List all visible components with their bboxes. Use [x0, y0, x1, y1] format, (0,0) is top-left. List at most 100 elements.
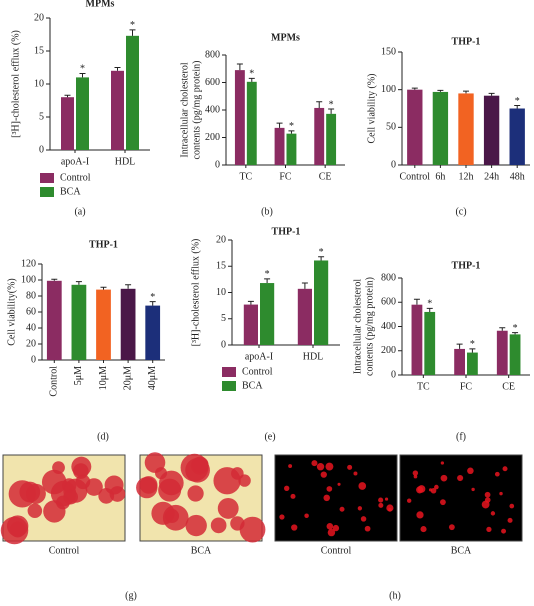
x-tick-label: apoA-I [61, 156, 89, 167]
panel-label: (b) [261, 206, 273, 217]
stained-cell [326, 486, 333, 492]
y-tick-label: 100 [381, 84, 396, 95]
y-tick-label: 120 [21, 258, 36, 269]
error-bar [328, 108, 335, 114]
stained-cell [406, 498, 412, 503]
bar [407, 89, 423, 165]
error-bar [318, 256, 325, 261]
stained-cell [467, 467, 474, 475]
stained-cell [439, 499, 446, 506]
y-axis-label: [³H]-cholesterol efflux (%) [10, 30, 21, 138]
significance-mark: * [150, 292, 155, 303]
bar [46, 280, 62, 360]
y-tick-label: 100 [21, 274, 36, 285]
error-bar [413, 298, 420, 305]
y-tick-label: 0 [39, 144, 44, 155]
error-bar [125, 284, 132, 289]
stained-cell [434, 484, 439, 490]
significance-mark: * [515, 96, 520, 107]
bar [243, 304, 258, 345]
legend-swatch [40, 173, 54, 183]
stained-cell [364, 525, 371, 532]
y-tick-label: 600 [381, 297, 396, 308]
significance-mark: * [329, 99, 334, 110]
error-bar [248, 77, 255, 82]
stained-cell [378, 497, 384, 503]
stained-cell [332, 524, 340, 532]
y-axis-label: contents (pg/mg protein) [191, 61, 202, 160]
error-bar [512, 332, 519, 335]
bar [96, 289, 111, 360]
bar [71, 284, 87, 360]
bar [454, 348, 465, 375]
stained-cell [428, 488, 433, 492]
stained-cell [358, 482, 367, 490]
error-bar [236, 63, 243, 71]
stained-cell [378, 502, 384, 508]
stained-cell [27, 503, 43, 518]
bar [61, 97, 74, 150]
micrograph [399, 454, 523, 542]
error-bar [100, 286, 107, 290]
bar [111, 70, 124, 150]
error-bar [456, 343, 463, 349]
bar [274, 127, 285, 165]
y-axis-label: Cell viability(%) [6, 278, 17, 346]
panel-label: (c) [455, 206, 466, 217]
legend-swatch [222, 381, 236, 391]
y-tick-label: 800 [381, 272, 396, 283]
stained-cell [440, 474, 448, 482]
error-bar [469, 348, 476, 353]
x-tick-label: apoA-I [245, 351, 273, 362]
stained-cell [413, 474, 418, 479]
stained-cell [230, 516, 245, 531]
y-tick-label: 15 [216, 261, 226, 272]
stained-cell [494, 471, 500, 477]
error-bar [514, 104, 521, 109]
bar [297, 288, 312, 345]
bar [145, 305, 161, 360]
image-caption: Control [49, 545, 80, 556]
stained-cell [501, 528, 507, 534]
stained-cell [52, 461, 65, 475]
significance-mark: * [130, 20, 135, 31]
error-bar [64, 94, 71, 98]
stained-cell [291, 524, 298, 531]
y-tick-label: 0 [391, 159, 396, 170]
stained-cell [9, 521, 26, 538]
x-tick-label: 40μM [147, 366, 158, 390]
legend-label: Control [60, 172, 91, 183]
stained-cell [440, 461, 445, 465]
legend-label: BCA [60, 186, 81, 197]
bar [411, 304, 423, 375]
x-tick-label: 12h [459, 171, 474, 182]
stained-cell [325, 462, 334, 471]
y-tick-label: 5 [39, 111, 44, 122]
stained-cell [430, 487, 437, 494]
stained-cell [416, 511, 424, 519]
y-axis-label: [³H]-cholesterol efflux (%) [190, 239, 201, 347]
y-tick-label: 800 [205, 49, 220, 60]
image-caption: BCA [191, 545, 212, 556]
y-tick-label: 10 [34, 78, 44, 89]
stained-cell [284, 485, 290, 491]
stained-cell [304, 513, 309, 519]
y-axis-label: Cell viability (%) [366, 74, 377, 144]
y-tick-label: 20 [216, 234, 226, 245]
y-tick-label: 0 [215, 159, 220, 170]
stained-cell [420, 526, 427, 533]
stained-cell [326, 522, 334, 530]
error-bar [149, 301, 156, 306]
error-bar [79, 72, 86, 78]
bar [483, 95, 500, 165]
bar [467, 352, 478, 375]
stained-cell [448, 524, 455, 531]
stained-cell [320, 471, 327, 478]
error-bar [264, 278, 271, 284]
y-tick-label: 5 [221, 313, 226, 324]
chart-title: THP-1 [452, 36, 481, 47]
significance-mark: * [513, 323, 518, 334]
bar [314, 107, 325, 165]
y-axis-label: contents (pg/mg protein) [364, 277, 375, 376]
panel-label: (g) [125, 590, 137, 601]
